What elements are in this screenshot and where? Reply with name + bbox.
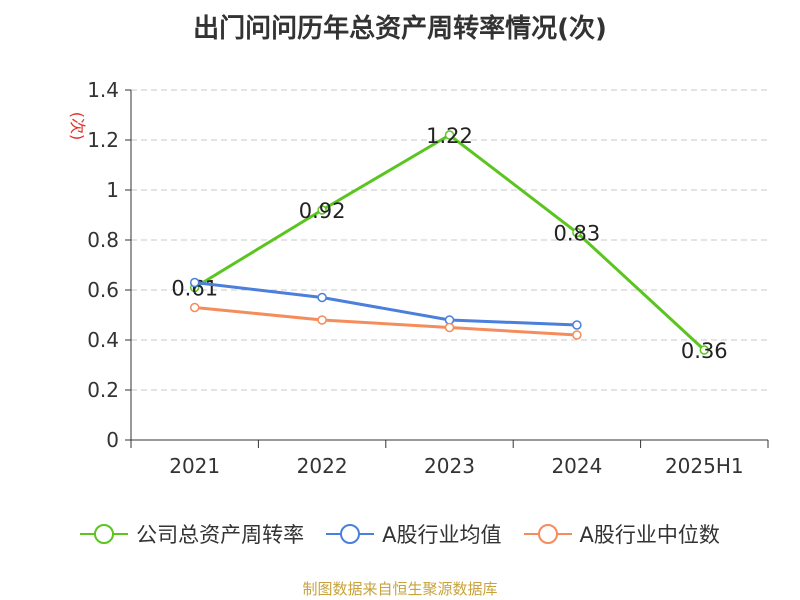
series-0-data-label-1: 0.92 (299, 199, 346, 223)
series-2-point-3[interactable] (572, 330, 582, 340)
series-1-point-0[interactable] (189, 277, 200, 288)
x-tick-label-0: 2021 (169, 454, 220, 478)
series-1-point-3[interactable] (572, 320, 582, 330)
y-tick-label-4: 0.8 (87, 228, 119, 252)
y-tick-label-1: 0.2 (87, 378, 119, 402)
series-2-point-0[interactable] (189, 302, 200, 313)
x-tick-label-3: 2024 (551, 454, 602, 478)
legend-label-company: 公司总资产周转率 (136, 523, 305, 547)
y-axis-unit-label: (次) (68, 112, 87, 141)
series-2-point-2[interactable] (444, 322, 455, 333)
y-tick-label-3: 0.6 (87, 278, 119, 302)
series-2-point-1[interactable] (317, 315, 327, 325)
legend-swatch-company-icon (80, 524, 129, 544)
series-0-point-2[interactable] (444, 130, 455, 140)
source-note: 制图数据来自恒生聚源数据库 (302, 580, 498, 598)
legend-swatch-mean-icon (326, 524, 375, 544)
series-0-point-3[interactable] (572, 227, 582, 238)
chart-title: 出门问问历年总资产周转率情况(次) (193, 14, 607, 44)
y-tick-label-2: 0.4 (87, 328, 119, 352)
series-0-data-label-2: 1.22 (426, 124, 473, 148)
legend-item-company[interactable]: 公司总资产周转率 (80, 519, 304, 549)
series-1-point-1[interactable] (317, 292, 327, 303)
legend: 公司总资产周转率 A股行业均值 A股行业中位数 (0, 519, 800, 549)
series-0-point-1[interactable] (317, 205, 327, 215)
y-tick-label-6: 1.2 (87, 128, 119, 152)
series-line-1 (194, 281, 577, 327)
series-0-point-4[interactable] (699, 345, 710, 355)
legend-label-industry-median: A股行业中位数 (579, 523, 720, 547)
x-tick-label-4: 2025H1 (665, 454, 744, 478)
y-tick-label-5: 1 (106, 178, 119, 202)
x-tick-label-1: 2022 (297, 454, 348, 478)
series-line-2 (194, 306, 577, 337)
legend-item-industry-mean[interactable]: A股行业均值 (326, 519, 502, 549)
legend-label-industry-mean: A股行业均值 (382, 523, 502, 547)
legend-item-industry-median[interactable]: A股行业中位数 (523, 519, 720, 549)
legend-swatch-median-icon (523, 524, 572, 544)
x-tick-label-2: 2023 (424, 454, 475, 478)
y-tick-label-7: 1.4 (87, 78, 119, 102)
y-tick-label-0: 0 (106, 428, 119, 452)
series-0-data-label-3: 0.83 (554, 222, 601, 246)
series-0-data-label-4: 0.36 (681, 339, 728, 363)
